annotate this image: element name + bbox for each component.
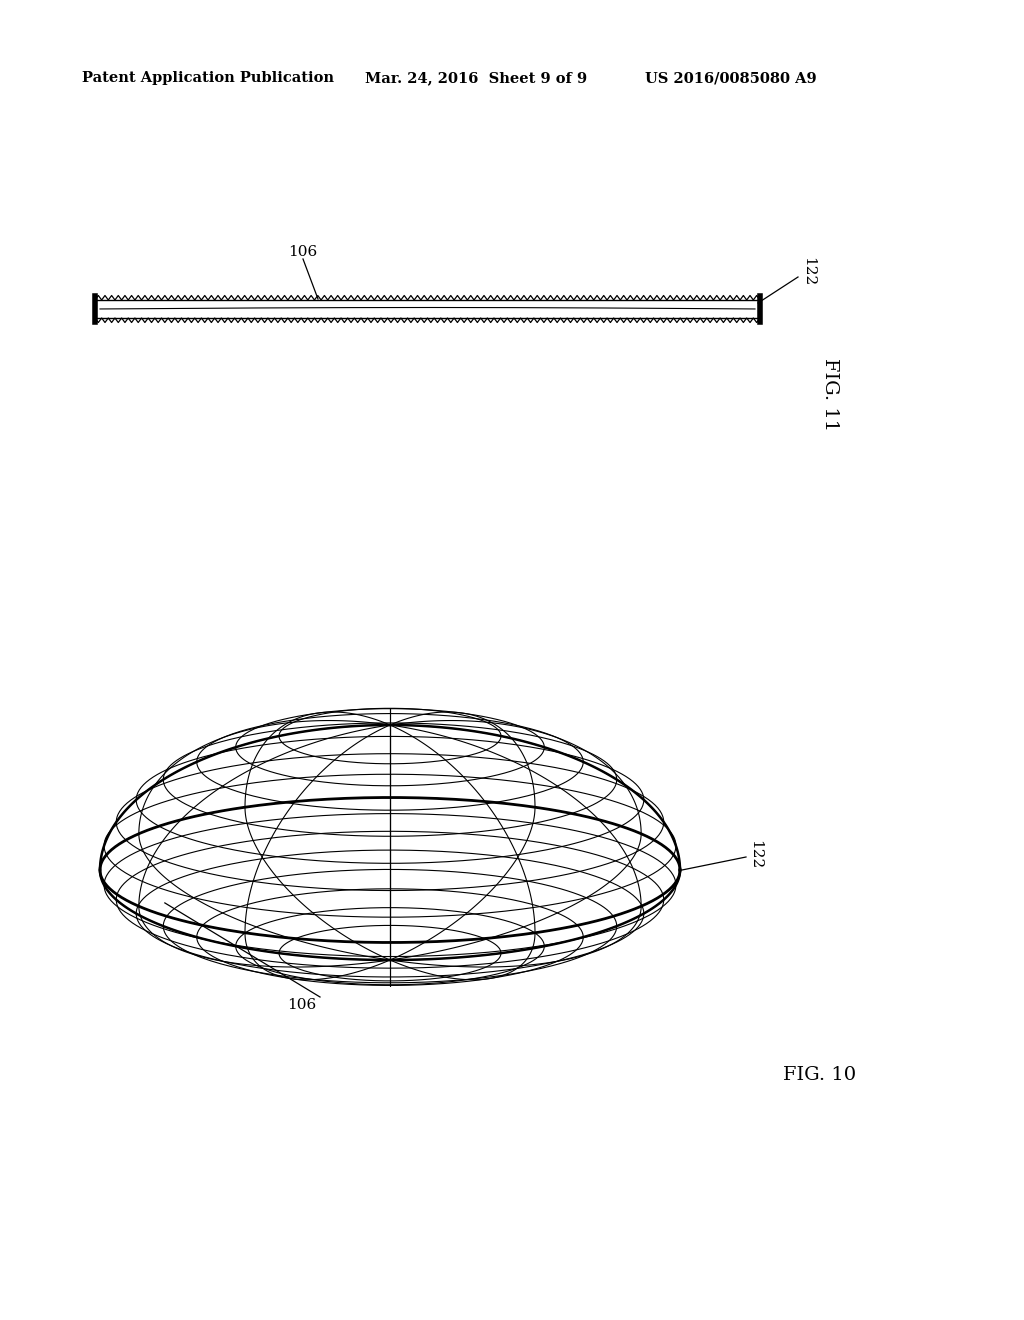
Text: Mar. 24, 2016  Sheet 9 of 9: Mar. 24, 2016 Sheet 9 of 9 [365, 71, 587, 84]
Text: 106: 106 [289, 246, 317, 259]
Text: Patent Application Publication: Patent Application Publication [82, 71, 334, 84]
Text: US 2016/0085080 A9: US 2016/0085080 A9 [645, 71, 816, 84]
Text: 122: 122 [801, 257, 815, 286]
Text: FIG. 10: FIG. 10 [783, 1067, 856, 1084]
Text: FIG. 11: FIG. 11 [821, 359, 839, 432]
Bar [95, 300, 760, 318]
Text: 106: 106 [288, 998, 316, 1012]
Text: 122: 122 [748, 841, 762, 870]
